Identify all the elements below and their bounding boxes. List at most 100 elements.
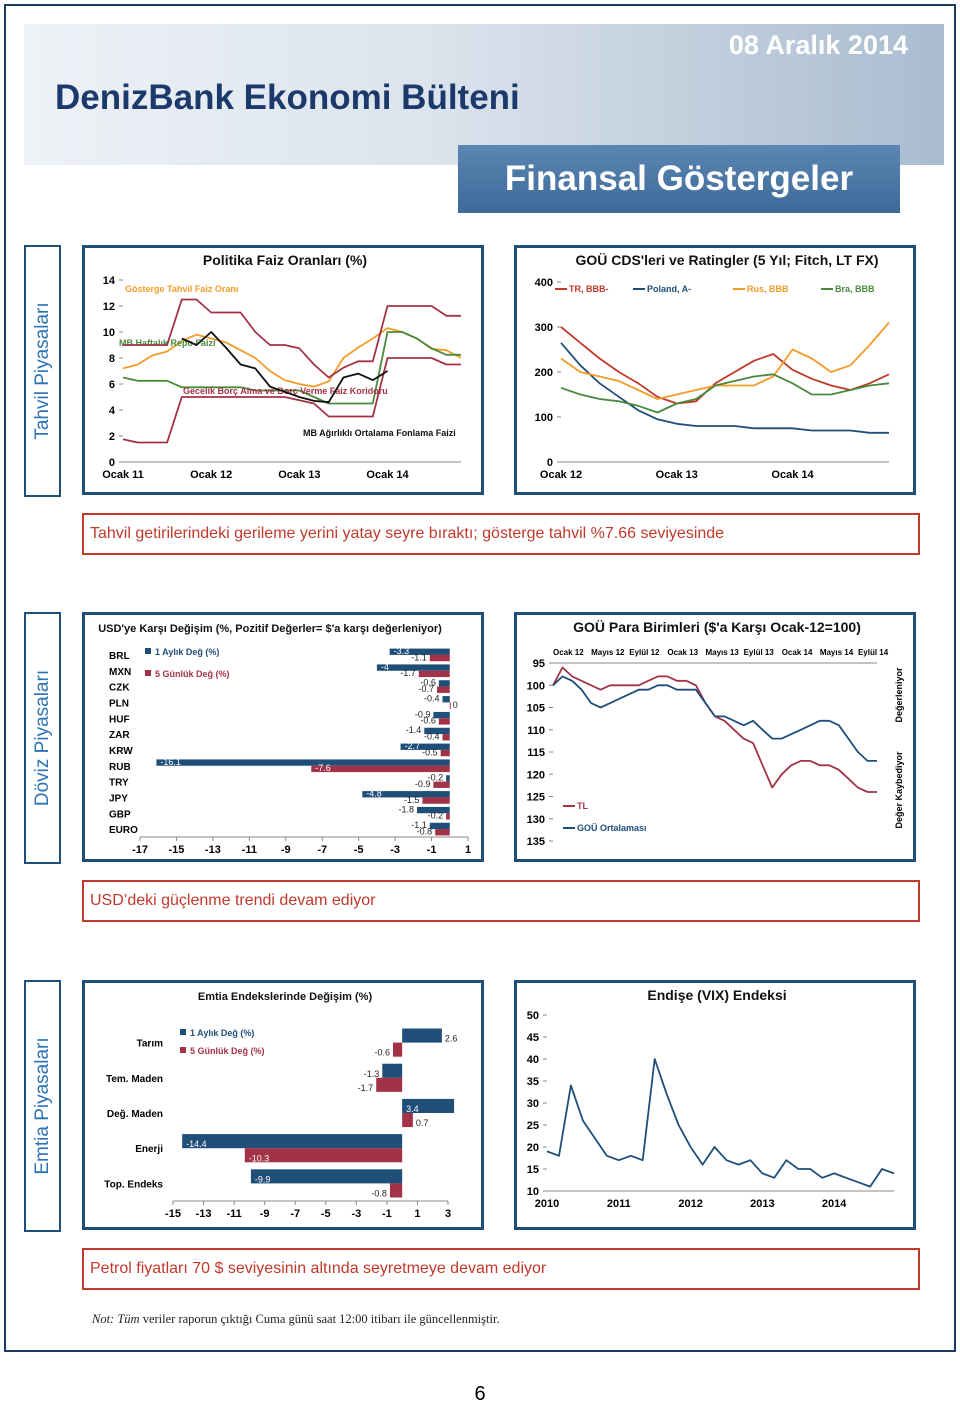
side-label: Tahvil Piyasaları (24, 245, 61, 497)
category-label: Tem. Maden (106, 1074, 163, 1085)
bar (418, 670, 450, 678)
bar (440, 749, 450, 757)
legend-label: TR, BBB- (569, 284, 609, 294)
bar (442, 734, 450, 741)
y-tick-label: 100 (527, 680, 545, 692)
value-label: -7.6 (315, 763, 331, 773)
y-tick-label: 45 (527, 1032, 539, 1044)
bar (402, 1113, 413, 1128)
x-tick-label: -15 (165, 1208, 181, 1220)
bar (449, 702, 451, 709)
bar (402, 1098, 455, 1113)
value-label: -0.4 (424, 731, 440, 741)
chart-title: Politika Faiz Oranları (%) (203, 252, 367, 268)
x-tick-label: Ocak 12 (190, 469, 232, 481)
bar (424, 727, 450, 735)
value-label: -14.4 (186, 1139, 207, 1149)
chart-box: GOÜ CDS'leri ve Ratingler (5 Yıl; Fitch,… (514, 245, 916, 495)
y-tick-label: 20 (527, 1142, 539, 1154)
chart-title: USD'ye Karşı Değişim (%, Pozitif Değerle… (98, 623, 442, 635)
value-label: -1.1 (411, 652, 427, 662)
series-line (560, 321, 890, 400)
value-label: -0.8 (371, 1188, 387, 1198)
chart-box: Endişe (VIX) Endeksi 10 15 20 25 30 35 40 45 50 20… (514, 980, 916, 1230)
x-tick-label: -3 (351, 1208, 361, 1220)
value-label: -1.3 (364, 1069, 380, 1079)
x-tick-label: Ocak 11 (102, 469, 144, 481)
value-label: -1.8 (398, 804, 414, 814)
x-tick-label: Eylül 14 (858, 648, 889, 657)
y-tick-label: 0 (109, 457, 115, 469)
y-tick-label: 200 (535, 367, 553, 379)
x-tick-label: -5 (354, 844, 364, 856)
section-heading: Finansal Göstergeler (458, 145, 900, 213)
series-line (560, 373, 890, 414)
series-line (181, 331, 388, 404)
bar (433, 711, 450, 719)
bar (446, 813, 450, 820)
legend-swatch (145, 670, 151, 676)
caption: Tahvil getirilerindeki gerileme yerini y… (82, 513, 920, 555)
category-label: HUF (109, 714, 130, 725)
caption: USD’deki güçlenme trendi devam ediyor (82, 880, 920, 922)
value-label: -3.3 (394, 646, 410, 656)
bulletin-title: DenizBank Ekonomi Bülteni (55, 78, 520, 117)
value-label: -1.5 (404, 795, 420, 805)
chart: USD'ye Karşı Değişim (%, Pozitif Değerle… (98, 623, 471, 856)
x-tick-label: -17 (132, 844, 148, 856)
bar (402, 1028, 442, 1043)
header-banner (24, 24, 944, 165)
category-label: Değ. Maden (107, 1109, 163, 1120)
y-tick-label: 400 (535, 277, 553, 289)
category-label: RUB (109, 762, 131, 773)
series-line (552, 666, 877, 793)
chart-box: Emtia Endekslerinde Değişim (%) -15 -13 -11… (82, 980, 484, 1230)
x-tick-label: -11 (242, 844, 257, 856)
bar (446, 775, 450, 782)
bar (382, 1063, 403, 1078)
bar (362, 791, 450, 798)
x-tick-label: -13 (205, 844, 221, 856)
chart: Emtia Endekslerinde Değişim (%)-15 -13 -11… (104, 991, 457, 1220)
series-line (122, 357, 461, 444)
x-tick-label: 2012 (678, 1198, 702, 1210)
y-tick-label: 100 (535, 412, 553, 424)
bar (437, 686, 450, 693)
value-label: -0.7 (419, 684, 435, 694)
legend-label: 1 Aylık Değ (%) (190, 1028, 254, 1038)
series-label: MB Ağırlıklı Ortalama Fonlama Faizi (303, 428, 456, 438)
page-frame (4, 4, 956, 1352)
y-tick-label: 130 (527, 814, 545, 826)
series-line (122, 331, 461, 405)
y-tick-label: 105 (527, 703, 545, 715)
x-tick-label: Mayıs 12 (591, 648, 625, 657)
value-label: -0.6 (374, 1048, 390, 1058)
category-label: JPY (109, 793, 128, 804)
y-tick-label: 300 (535, 322, 553, 334)
bar (182, 1134, 403, 1149)
x-tick-label: 2013 (750, 1198, 774, 1210)
value-label: -1.1 (411, 820, 427, 830)
x-tick-label: 2014 (822, 1198, 847, 1210)
bar (442, 696, 450, 703)
legend-swatch (145, 648, 151, 654)
value-label: -4.8 (366, 788, 382, 798)
series-line (560, 326, 890, 405)
value-label: -16.1 (160, 757, 181, 767)
series-line (552, 675, 877, 762)
category-label: PLN (109, 698, 129, 709)
category-label: CZK (109, 683, 130, 694)
value-label: -10.3 (249, 1153, 270, 1163)
y-tick-label: 110 (527, 725, 545, 737)
y-tick-label: 135 (527, 836, 545, 848)
value-label: -2.7 (405, 741, 421, 751)
value-label: -0.8 (417, 826, 433, 836)
series-label: Gecelik Borç Alma ve Borç Verme Faiz Kor… (183, 386, 388, 396)
chart-box: Politika Faiz Oranları (%) 0 2 4 6 8 10 12 14 Oca… (82, 245, 484, 495)
bar (416, 806, 450, 814)
bar (244, 1148, 403, 1163)
bar (435, 829, 450, 836)
bar (389, 1183, 403, 1198)
value-label: -1.7 (358, 1083, 374, 1093)
y-tick-label: 15 (527, 1164, 539, 1176)
